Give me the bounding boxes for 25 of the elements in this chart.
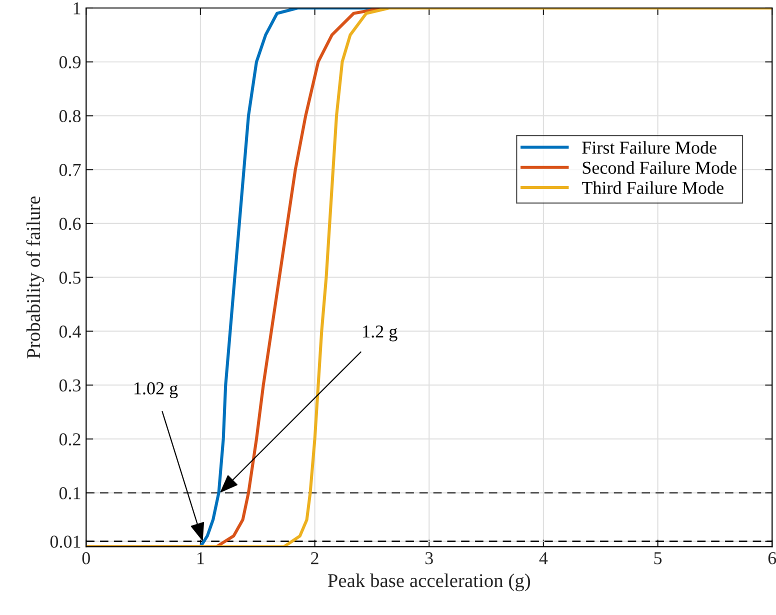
x-axis-title: Peak base acceleration (g) [328,574,530,592]
y-axis-title: Probability of failure [26,196,44,358]
y-tick-label: 0.8 [59,110,81,122]
y-tick-label: 0.3 [59,379,81,392]
x-tick-label: 0 [82,552,90,564]
annotation: 1.2 g [363,325,398,342]
x-tick-label: 1 [198,552,204,564]
x-tick-label: 3 [425,552,433,564]
y-tick-label: 0.6 [59,218,81,230]
y-tick-label: 0.1 [59,487,80,500]
x-tick-label: 4 [539,552,548,564]
legend-label: Second Failure Mode [582,161,736,174]
legend-label: First Failure Mode [582,141,716,154]
legend-label: Third Failure Mode [582,181,724,194]
x-tick-label: 6 [768,552,776,564]
y-tick-label: 0.9 [59,56,81,68]
x-tick-label: 5 [654,552,662,564]
y-tick-label: 0.7 [59,164,81,176]
y-tick-label: 1 [74,2,80,14]
x-tick-label: 2 [311,552,318,564]
y-tick-label: 0.5 [59,272,81,284]
annotation: 1.02 g [134,382,178,398]
y-tick-label: 0.2 [59,433,80,446]
y-tick-label: 0.01 [50,536,80,548]
y-tick-label: 0.4 [59,325,81,338]
